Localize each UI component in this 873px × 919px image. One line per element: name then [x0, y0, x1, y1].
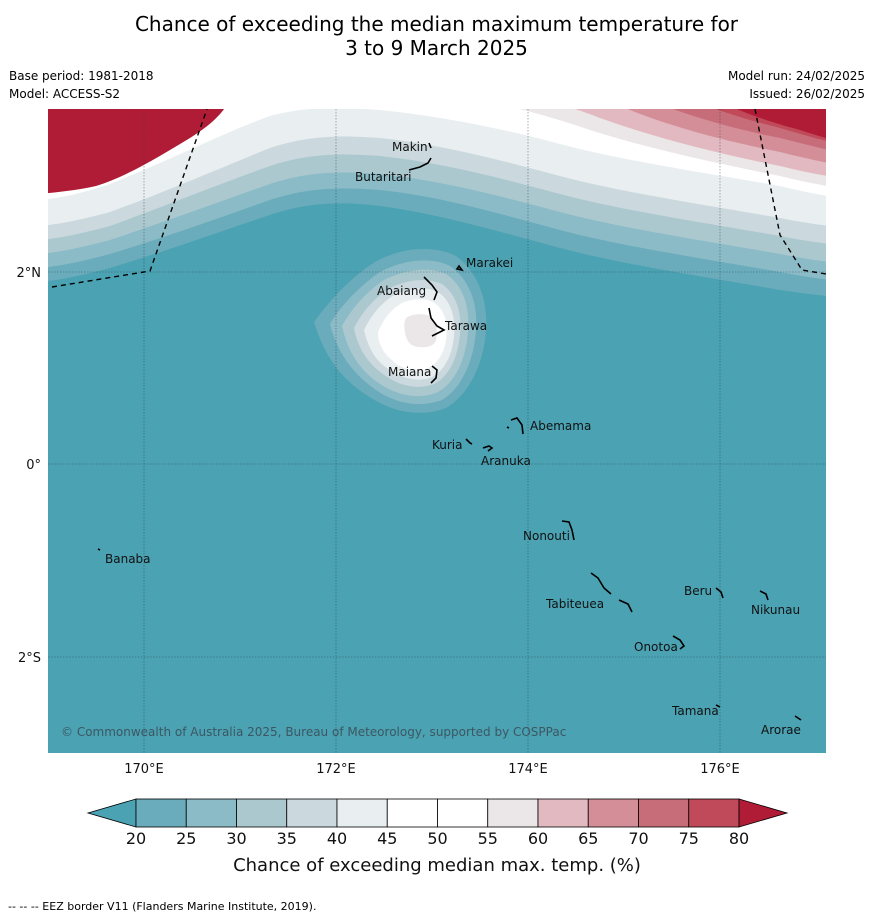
label-nonouti: Nonouti — [523, 529, 570, 543]
colorbar-swatch-30 — [236, 798, 288, 828]
label-maiana: Maiana — [388, 365, 431, 379]
label-abaiang: Abaiang — [377, 284, 426, 298]
island-tabiteuea-shape — [590, 572, 633, 613]
colorbar — [86, 798, 789, 828]
island-marakei-shape — [455, 264, 464, 272]
band-60 — [48, 109, 826, 192]
lat-tick-2n: 2°N — [17, 266, 42, 281]
label-tabiteuea: Tabiteuea — [545, 597, 604, 611]
colorbar-swatch-50 — [437, 798, 489, 828]
title-line-2: 3 to 9 March 2025 — [345, 36, 528, 60]
colorbar-tick-35: 35 — [277, 829, 297, 848]
lon-tick-172: 172°E — [316, 762, 356, 777]
colorbar-tick-75: 75 — [679, 829, 699, 848]
colorbar-tick-50: 50 — [427, 829, 447, 848]
island-abemama-shape — [506, 417, 524, 435]
graticule — [48, 109, 826, 753]
island-abaiang-shape — [423, 276, 438, 301]
lon-tick-170: 170°E — [124, 762, 164, 777]
island-maiana-shape — [430, 365, 438, 384]
colorbar-swatch-75 — [688, 798, 740, 828]
colorbar-tick-20: 20 — [126, 829, 146, 848]
probability-field — [48, 109, 826, 753]
island-tarawa-shape — [428, 307, 446, 337]
colorbar-arrow-high — [738, 798, 789, 828]
label-abemama: Abemama — [530, 419, 591, 433]
colorbar-tick-25: 25 — [176, 829, 196, 848]
island-banaba-shape — [97, 548, 101, 551]
island-onotoa-shape — [672, 635, 686, 650]
island-tamana-shape — [715, 704, 721, 708]
band-65 — [48, 109, 826, 184]
issued-date: Issued: 26/02/2025 — [749, 87, 865, 101]
label-aranuka: Aranuka — [481, 454, 531, 468]
colorbar-swatch-65 — [587, 798, 639, 828]
lat-tick-0: 0° — [26, 458, 41, 473]
colorbar-tick-80: 80 — [729, 829, 749, 848]
colorbar-swatch-45 — [386, 798, 438, 828]
colorbar-tick-45: 45 — [377, 829, 397, 848]
colorbar-swatch-60 — [537, 798, 589, 828]
label-onotoa: Onotoa — [634, 640, 678, 654]
lat-tick-2s: 2°S — [18, 651, 41, 666]
island-aranuka-shape — [482, 445, 494, 452]
colorbar-arrow-low — [86, 798, 137, 828]
colorbar-swatch-25 — [185, 798, 237, 828]
label-banaba: Banaba — [105, 552, 151, 566]
chart-title: Chance of exceeding the median maximum t… — [0, 12, 873, 60]
colorbar-swatch-40 — [336, 798, 388, 828]
colorbar-tick-60: 60 — [528, 829, 548, 848]
axis-ticks: 170°E 172°E 174°E 176°E 2°N 0° 2°S — [17, 266, 740, 777]
label-tamana: Tamana — [671, 704, 719, 718]
colorbar-tick-30: 30 — [226, 829, 246, 848]
island-makin-shape — [428, 142, 432, 149]
island-kuria-shape — [465, 438, 473, 445]
colorbar-swatch-55 — [487, 798, 539, 828]
colorbar-swatch-70 — [638, 798, 690, 828]
base-period: Base period: 1981-2018 — [9, 69, 154, 83]
colorbar-ticks: 20 25 30 35 40 45 50 55 60 65 70 75 80 — [126, 829, 749, 848]
meta-right: Model run: 24/02/2025 Issued: 26/02/2025 — [728, 67, 865, 103]
model-run: Model run: 24/02/2025 — [727, 69, 865, 83]
island-nonouti-shape — [561, 520, 575, 541]
colorbar-swatch-20 — [135, 798, 187, 828]
model-name: Model: ACCESS-S2 — [9, 87, 121, 101]
eez-border — [51, 109, 826, 288]
colorbar-tick-70: 70 — [628, 829, 648, 848]
island-beru-shape — [715, 587, 724, 599]
colorbar-swatch-35 — [286, 798, 338, 828]
island-nikunau-shape — [759, 590, 769, 601]
label-nikunau: Nikunau — [751, 603, 800, 617]
colorbar-tick-55: 55 — [478, 829, 498, 848]
islands — [97, 142, 802, 721]
title-line-1: Chance of exceeding the median maximum t… — [134, 12, 739, 36]
blob-55 — [404, 314, 437, 348]
colorbar-label: Chance of exceeding median max. temp. (%… — [233, 855, 641, 876]
label-beru: Beru — [684, 584, 712, 598]
island-labels: Makin Butaritari Marakei Abaiang Tarawa … — [105, 140, 801, 737]
lon-tick-176: 176°E — [700, 762, 740, 777]
label-makin: Makin — [392, 140, 428, 154]
lon-tick-174: 174°E — [508, 762, 548, 777]
colorbar-tick-65: 65 — [578, 829, 598, 848]
label-butaritari: Butaritari — [355, 170, 412, 184]
eez-footnote: -- -- -- EEZ border V11 (Flanders Marine… — [8, 900, 317, 913]
island-butaritari-shape — [408, 157, 432, 171]
colorbar-tick-40: 40 — [327, 829, 347, 848]
label-arorae: Arorae — [761, 723, 801, 737]
label-tarawa: Tarawa — [444, 319, 487, 333]
label-kuria: Kuria — [432, 438, 463, 452]
meta-left: Base period: 1981-2018 Model: ACCESS-S2 — [9, 67, 154, 103]
island-arorae-shape — [794, 715, 802, 721]
copyright-notice: © Commonwealth of Australia 2025, Bureau… — [61, 725, 566, 739]
band-80 — [48, 109, 826, 194]
label-marakei: Marakei — [466, 256, 513, 270]
